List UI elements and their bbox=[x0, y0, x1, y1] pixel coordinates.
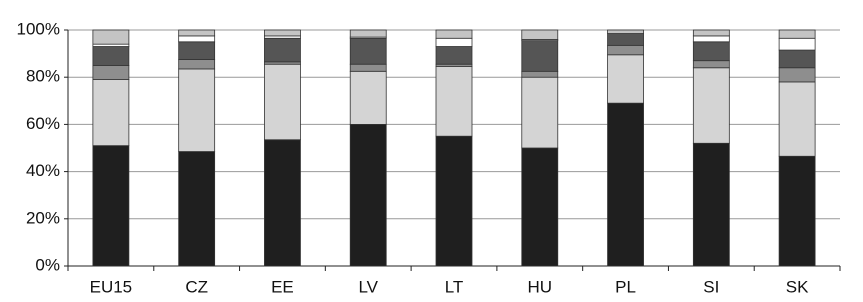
bar-segment bbox=[778, 29, 816, 39]
x-tick-label: CZ bbox=[185, 277, 208, 296]
bar-segment bbox=[778, 49, 816, 69]
bar-segment bbox=[607, 102, 644, 267]
bar-segment bbox=[435, 29, 473, 39]
y-tick-label: 60% bbox=[26, 114, 60, 133]
bar-segment bbox=[607, 29, 644, 34]
x-tick-label: LT bbox=[445, 277, 464, 296]
bar-segment bbox=[178, 41, 216, 60]
bar-segment bbox=[264, 37, 301, 63]
y-tick-label: 80% bbox=[26, 67, 60, 86]
bar-segment bbox=[607, 54, 644, 104]
bar-segment bbox=[692, 67, 730, 144]
bar-segment bbox=[435, 46, 473, 65]
bar-segment bbox=[178, 29, 216, 37]
bar-segment bbox=[778, 81, 816, 157]
bar-segment bbox=[778, 67, 816, 83]
bar-segment bbox=[349, 70, 387, 125]
bar-segment bbox=[692, 29, 730, 37]
bar-segment bbox=[92, 65, 130, 80]
bar-segment bbox=[521, 40, 559, 72]
bar-segment bbox=[264, 139, 301, 267]
y-tick-label: 20% bbox=[26, 208, 60, 227]
bar-segment bbox=[349, 37, 387, 65]
x-tick-label: HU bbox=[527, 277, 552, 296]
bar-segment bbox=[521, 70, 559, 78]
y-tick-label: 0% bbox=[35, 255, 60, 274]
bar-segment bbox=[607, 33, 644, 46]
bar-segment bbox=[778, 155, 816, 267]
bar-segment bbox=[435, 135, 473, 267]
bar-segment bbox=[435, 66, 473, 137]
bar-segment bbox=[178, 151, 216, 267]
bar-segment bbox=[178, 35, 216, 43]
bar-segment bbox=[349, 63, 387, 72]
x-tick-label: EE bbox=[271, 277, 294, 296]
bar-segment bbox=[92, 46, 130, 66]
bar-segment bbox=[178, 59, 216, 70]
bar-segment bbox=[92, 79, 130, 147]
bar-segment bbox=[92, 29, 130, 45]
bar-segment bbox=[778, 37, 816, 51]
bar-segment bbox=[692, 35, 730, 43]
bar-segment bbox=[349, 29, 387, 38]
bar-segment bbox=[349, 124, 387, 267]
bar-segment bbox=[264, 63, 301, 141]
y-tick-label: 100% bbox=[17, 19, 60, 38]
x-tick-label: SI bbox=[703, 277, 719, 296]
bar-segment bbox=[92, 145, 130, 267]
bar-segment bbox=[692, 60, 730, 69]
bar-segment bbox=[178, 68, 216, 152]
bar-segment bbox=[607, 44, 644, 56]
bar-segment bbox=[521, 76, 559, 149]
bar-segment bbox=[521, 29, 559, 40]
bar-segment bbox=[435, 37, 473, 47]
bar-segment bbox=[692, 142, 730, 267]
x-tick-label: SK bbox=[786, 277, 809, 296]
bar-segment bbox=[521, 147, 559, 267]
bar-segment bbox=[692, 41, 730, 62]
bar-segment bbox=[264, 29, 301, 37]
x-tick-label: PL bbox=[615, 277, 636, 296]
x-tick-label: LV bbox=[358, 277, 378, 296]
y-tick-label: 40% bbox=[26, 161, 60, 180]
x-tick-label: EU15 bbox=[90, 277, 133, 296]
